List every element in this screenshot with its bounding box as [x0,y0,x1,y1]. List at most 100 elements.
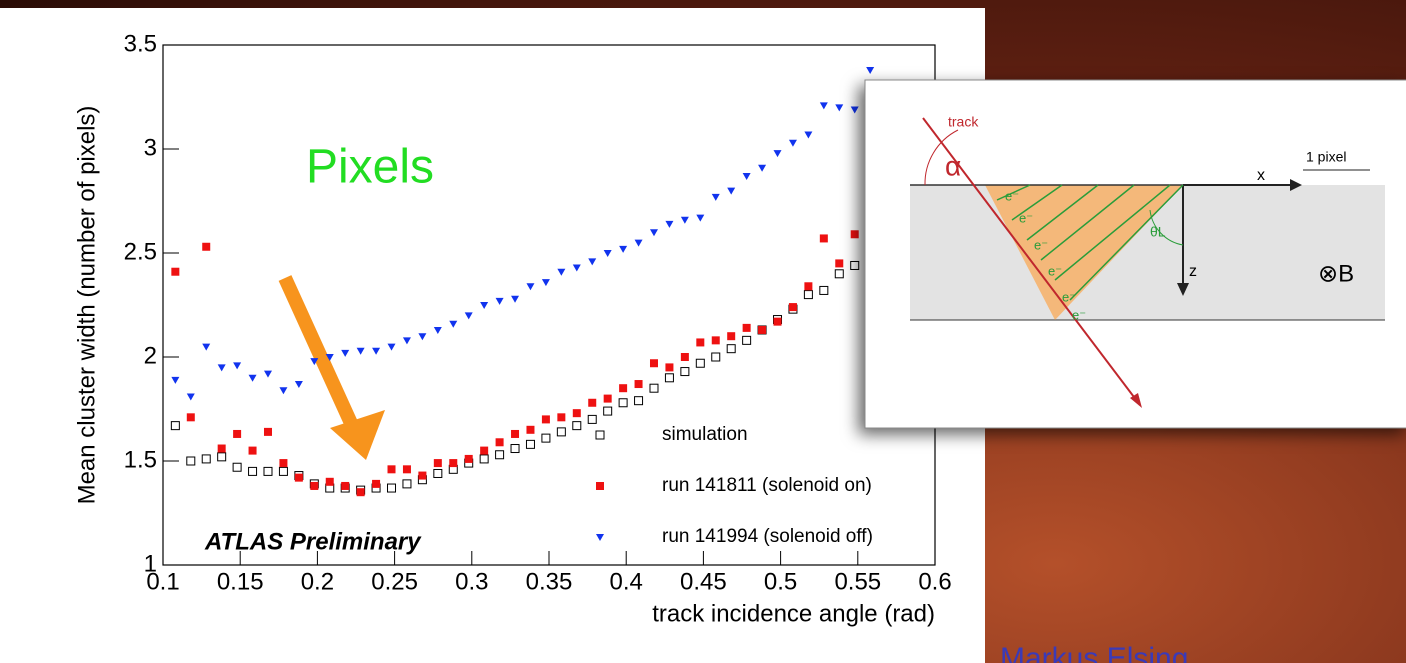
point [248,466,258,476]
point [356,488,365,497]
point [418,471,427,480]
point [619,384,628,393]
point [433,468,443,478]
x-tick-label: 0.3 [455,568,488,595]
drift-arrows [996,184,1184,301]
point [341,481,350,490]
inset-label: ⊗B [1318,260,1354,287]
x-tick-label: 0.4 [610,568,643,595]
point [835,259,844,268]
point [294,473,303,482]
point [572,409,581,418]
point [495,450,505,460]
x-tick-label: 0.1 [146,568,179,595]
point [680,353,689,361]
inset-label: 1 pixel [1306,149,1346,165]
point [511,429,520,438]
point [279,459,288,468]
point [495,438,504,447]
point [202,343,211,351]
point [372,479,381,488]
point [850,230,859,239]
point [233,429,242,438]
point [186,456,196,466]
point [649,229,658,237]
charge-region [985,185,1183,320]
arrow-head [330,410,385,460]
legend-label: run 141811 (solenoid on) [662,475,872,496]
point [263,466,273,476]
z-arrow-head [1177,283,1189,296]
point [788,303,797,312]
y-tick-label: 1.5 [124,446,157,473]
point [495,297,504,305]
point [279,387,288,395]
point [310,481,319,490]
point [525,439,535,449]
point [742,335,752,345]
point [819,285,829,295]
inset-label: α [945,150,961,181]
y-tick-label: 1 [144,550,157,577]
inset-label: e⁻ [1072,307,1086,322]
point [186,413,195,422]
inset: track α x 1 pixel z θL e⁻ e⁻ e⁻ e⁻ e⁻ e⁻… [864,79,1406,429]
x-arrow-head [1290,179,1302,191]
point [634,380,643,389]
annotation: Pixels [306,141,434,194]
point [449,459,458,468]
point [402,465,411,474]
point [248,374,257,382]
point [310,358,319,366]
point [634,239,643,247]
point [480,302,489,309]
y-tick-label: 2.5 [124,238,157,265]
inset-label: z [1189,263,1197,280]
point [758,164,767,172]
point [680,367,690,377]
inset-label: e⁻ [1005,188,1019,203]
point [557,413,566,422]
point [835,104,844,112]
inset-label: θL [1150,224,1166,240]
point [510,444,520,454]
legend-label: simulation [662,424,748,445]
x-tick-label: 0.35 [526,568,573,595]
point [248,446,257,455]
point [263,370,272,378]
point [680,216,689,224]
point [433,459,442,468]
point [541,415,550,424]
point [217,452,227,462]
legend-marker [595,430,605,440]
point [418,333,427,341]
point [603,406,613,416]
point [263,427,272,436]
point [588,258,597,266]
point [171,267,180,276]
point [726,344,736,354]
point [526,283,535,291]
point [541,433,551,443]
point [572,421,582,431]
point [449,320,458,328]
x-tick-label: 0.15 [217,568,264,595]
point [742,173,751,181]
point [850,106,859,114]
point [572,264,581,272]
x-tick-label: 0.55 [834,568,881,595]
legend-marker [596,534,604,541]
point [278,466,288,476]
point [819,102,828,110]
point [511,295,520,303]
point [649,359,658,368]
x-axis-label: track incidence angle (rad) [652,600,935,627]
x-tick-label: 0.2 [301,568,334,595]
point [186,393,195,401]
point [711,336,720,345]
point [217,444,226,453]
point [526,425,535,434]
point [464,454,473,463]
point [711,352,721,362]
